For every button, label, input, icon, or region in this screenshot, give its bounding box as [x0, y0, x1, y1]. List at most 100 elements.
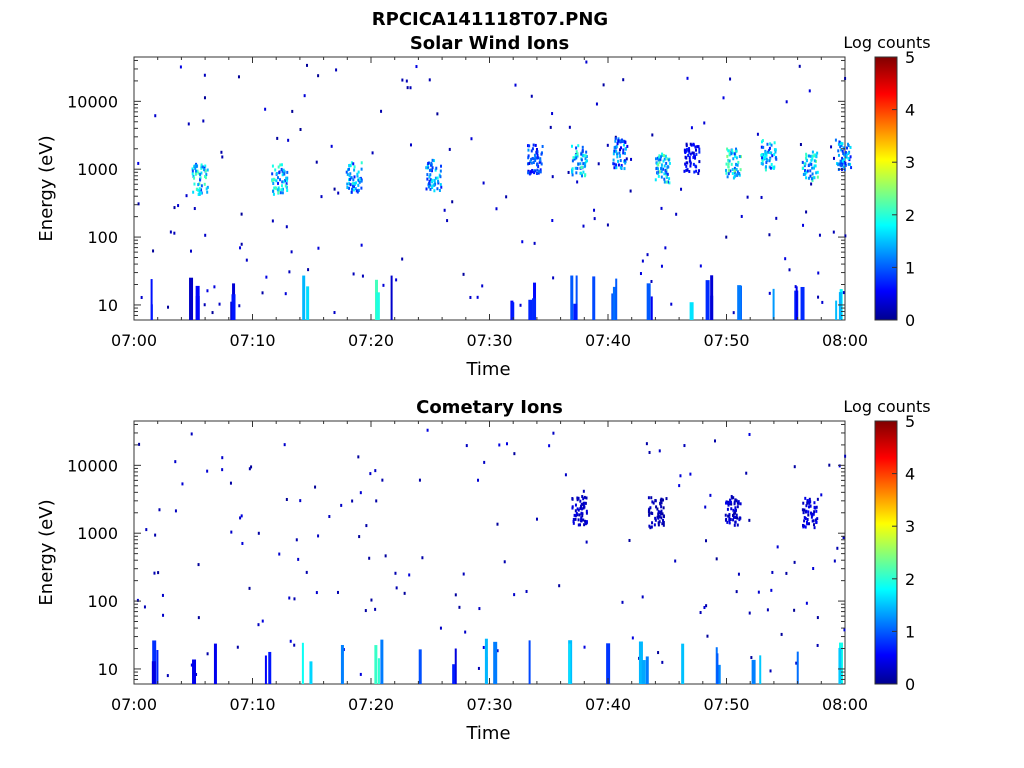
count-cell	[276, 176, 279, 180]
count-cell	[773, 148, 776, 152]
count-cell	[614, 137, 617, 141]
count-cell	[725, 235, 728, 239]
count-cell	[539, 170, 542, 174]
count-cell	[525, 589, 528, 593]
count-cell	[727, 162, 730, 166]
count-cell	[528, 640, 531, 684]
count-cell	[496, 649, 499, 653]
count-cell	[571, 159, 574, 163]
count-cell	[715, 557, 718, 561]
count-cell	[287, 138, 290, 142]
y-tick-label: 1000	[77, 524, 118, 543]
count-cell	[660, 155, 663, 159]
count-cell	[699, 611, 702, 615]
count-cell	[395, 586, 398, 590]
count-cell	[346, 185, 349, 189]
count-cell	[842, 151, 845, 155]
count-cell	[579, 506, 582, 510]
count-cell	[675, 212, 678, 216]
count-cell	[737, 285, 742, 320]
count-cell	[277, 190, 280, 194]
count-cell	[426, 173, 429, 177]
count-cell	[769, 166, 772, 170]
count-cell	[430, 168, 433, 172]
count-cell	[691, 151, 694, 155]
count-cell	[356, 172, 359, 176]
count-cell	[612, 158, 615, 162]
count-cell	[668, 181, 671, 185]
count-cell	[571, 167, 574, 171]
count-cell	[766, 142, 769, 146]
count-cell	[760, 195, 763, 199]
count-cell	[729, 501, 732, 505]
count-cell	[533, 157, 536, 161]
count-cell	[804, 156, 807, 160]
count-cell	[439, 169, 442, 173]
count-cell	[493, 641, 498, 684]
count-cell	[648, 524, 651, 528]
count-cell	[201, 165, 204, 169]
count-cell	[769, 156, 772, 160]
panel-title: Cometary Ions	[416, 397, 563, 418]
count-cell	[766, 158, 769, 162]
count-cell	[198, 182, 201, 186]
count-cell	[775, 216, 778, 220]
count-cell	[614, 139, 617, 143]
count-cell	[531, 170, 534, 174]
count-cell	[534, 169, 537, 173]
count-cell	[662, 518, 665, 522]
count-cell	[731, 513, 734, 517]
count-cell	[532, 161, 535, 165]
count-cell	[736, 170, 739, 174]
count-cell	[804, 517, 807, 521]
count-cell	[804, 510, 807, 514]
count-cell	[152, 249, 155, 253]
count-cell	[812, 166, 815, 170]
count-cell	[734, 506, 737, 510]
count-cell	[257, 623, 260, 627]
count-cell	[198, 192, 201, 196]
count-cell	[615, 163, 618, 167]
count-cell	[585, 520, 588, 524]
count-cell	[688, 149, 691, 153]
plot-area	[133, 56, 846, 321]
count-cell	[137, 161, 140, 165]
count-cell	[663, 180, 666, 184]
count-cell	[173, 231, 176, 235]
count-cell	[654, 178, 657, 182]
count-cell	[582, 506, 585, 510]
count-cell	[353, 182, 356, 186]
count-cell	[537, 165, 540, 169]
count-cell	[732, 176, 735, 180]
count-cell	[615, 166, 618, 170]
count-cell	[428, 78, 431, 82]
count-cell	[496, 522, 499, 526]
count-cell	[143, 605, 146, 609]
count-cell	[657, 510, 660, 514]
count-cell	[733, 502, 736, 506]
count-cell	[845, 153, 848, 157]
count-cell	[622, 148, 625, 152]
count-cell	[340, 503, 343, 507]
count-cell	[299, 499, 302, 503]
count-cell	[659, 158, 662, 162]
count-cell	[281, 173, 284, 177]
count-cell	[192, 190, 195, 194]
count-cell	[660, 505, 663, 509]
count-cell	[465, 444, 468, 448]
count-cell	[364, 609, 367, 613]
count-cell	[843, 157, 846, 161]
count-cell	[505, 442, 508, 446]
count-cell	[657, 170, 660, 174]
count-cell	[618, 148, 621, 152]
count-cell	[807, 522, 810, 526]
x-tick-label: 07:50	[703, 331, 749, 350]
count-cell	[732, 496, 735, 500]
colorbar-tick-label: 0	[905, 675, 915, 694]
count-cell	[572, 517, 575, 521]
count-cell	[575, 146, 578, 150]
count-cell	[192, 174, 195, 178]
count-cell	[477, 478, 480, 482]
count-cell	[436, 187, 439, 191]
count-cell	[434, 176, 437, 180]
